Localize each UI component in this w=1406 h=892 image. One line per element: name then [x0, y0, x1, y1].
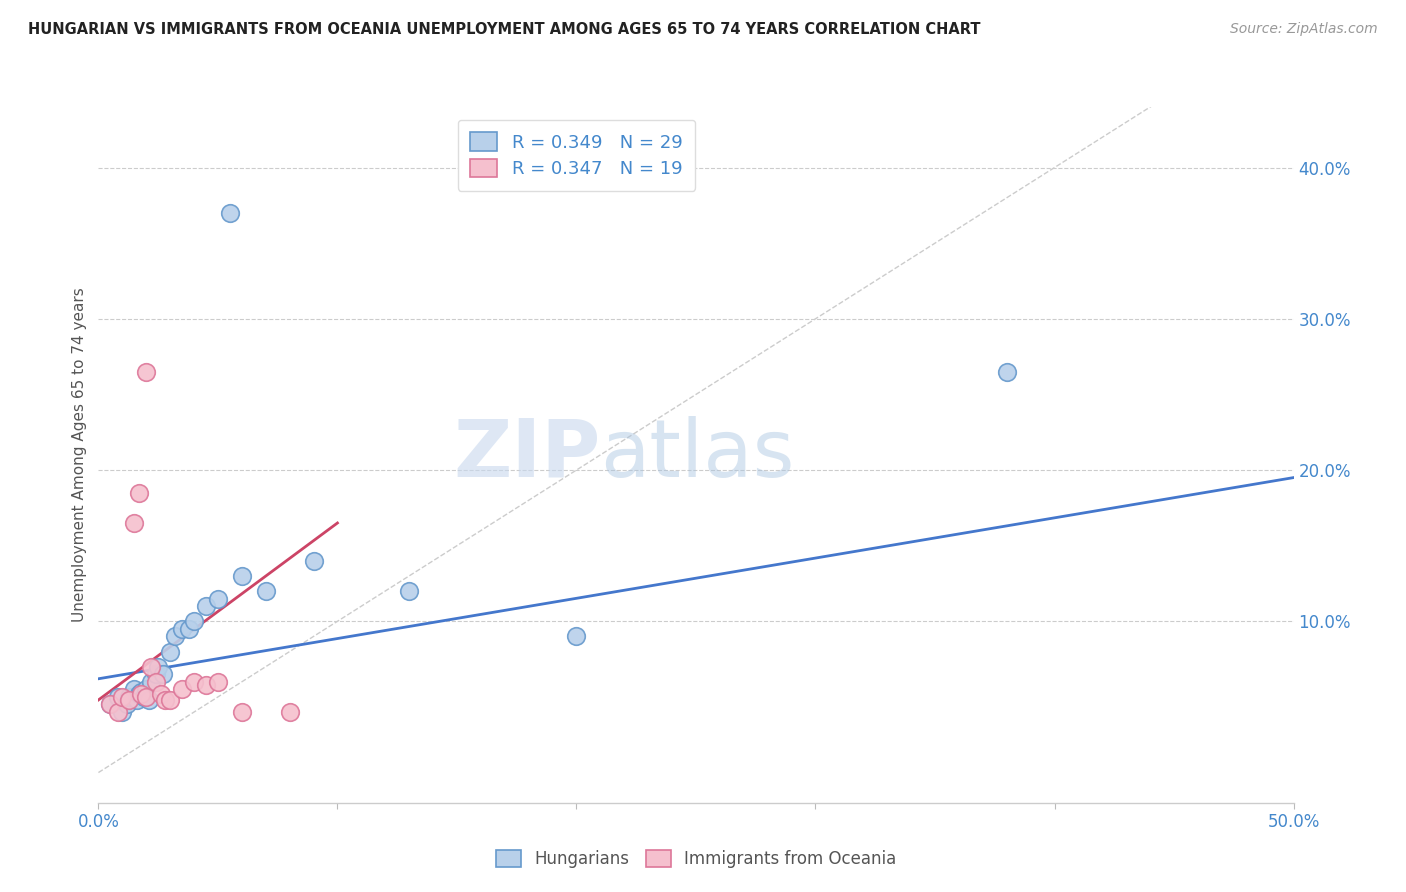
- Point: [148, 659, 170, 673]
- Text: ZIP: ZIP: [453, 416, 600, 494]
- Point: [131, 687, 153, 701]
- Y-axis label: Unemployment Among Ages 65 to 74 years: Unemployment Among Ages 65 to 74 years: [72, 287, 87, 623]
- Point: [139, 659, 162, 673]
- Text: HUNGARIAN VS IMMIGRANTS FROM OCEANIA UNEMPLOYMENT AMONG AGES 65 TO 74 YEARS CORR: HUNGARIAN VS IMMIGRANTS FROM OCEANIA UNE…: [28, 22, 980, 37]
- Point: [398, 584, 420, 599]
- Point: [138, 693, 160, 707]
- Point: [118, 690, 141, 704]
- Point: [145, 674, 167, 689]
- Point: [125, 693, 148, 707]
- Point: [152, 667, 174, 681]
- Point: [111, 705, 134, 719]
- Point: [183, 674, 205, 689]
- Point: [132, 690, 155, 704]
- Point: [107, 705, 129, 719]
- Point: [118, 693, 141, 707]
- Point: [565, 629, 588, 643]
- Point: [231, 569, 253, 583]
- Point: [107, 690, 129, 704]
- Legend: Hungarians, Immigrants from Oceania: Hungarians, Immigrants from Oceania: [485, 839, 907, 878]
- Point: [207, 674, 229, 689]
- Point: [111, 690, 134, 704]
- Point: [194, 678, 218, 692]
- Point: [995, 365, 1018, 379]
- Point: [159, 693, 181, 707]
- Point: [98, 698, 122, 712]
- Point: [278, 705, 301, 719]
- Point: [139, 674, 162, 689]
- Point: [302, 554, 325, 568]
- Point: [163, 629, 186, 643]
- Point: [124, 682, 146, 697]
- Point: [179, 622, 201, 636]
- Point: [194, 599, 218, 614]
- Point: [131, 685, 153, 699]
- Point: [149, 687, 172, 701]
- Point: [145, 667, 167, 681]
- Point: [128, 687, 150, 701]
- Point: [172, 622, 194, 636]
- Text: Source: ZipAtlas.com: Source: ZipAtlas.com: [1230, 22, 1378, 37]
- Point: [98, 698, 122, 712]
- Point: [135, 365, 157, 379]
- Point: [231, 705, 253, 719]
- Point: [183, 615, 205, 629]
- Point: [124, 516, 146, 530]
- Text: atlas: atlas: [600, 416, 794, 494]
- Point: [135, 682, 157, 697]
- Point: [115, 698, 138, 712]
- Point: [155, 693, 177, 707]
- Point: [172, 682, 194, 697]
- Point: [207, 591, 229, 606]
- Point: [219, 206, 242, 220]
- Point: [254, 584, 277, 599]
- Point: [159, 644, 181, 658]
- Point: [135, 690, 157, 704]
- Point: [128, 485, 150, 500]
